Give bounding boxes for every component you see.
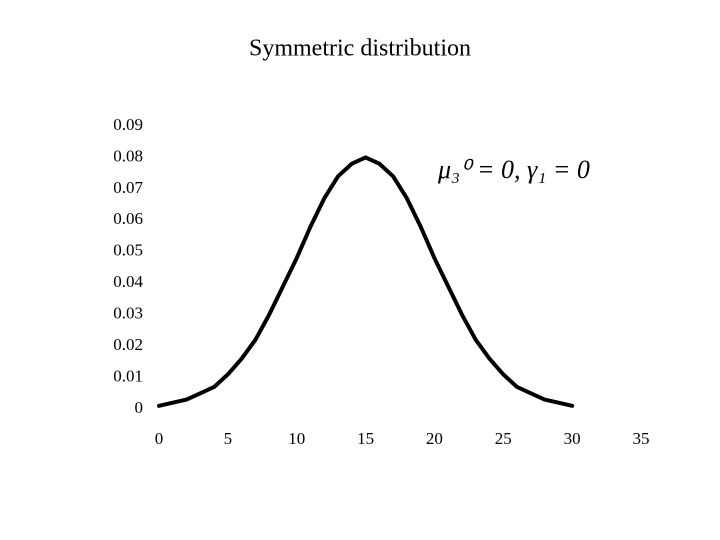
x-tick-label: 15 [357,429,374,448]
y-tick-label: 0.07 [113,178,143,197]
y-tick-label: 0.08 [113,146,143,165]
y-tick-label: 0.06 [113,209,143,228]
x-tick-label: 5 [224,429,233,448]
line [157,155,575,408]
x-tick-label: 35 [633,429,650,448]
y-tick-label: 0.03 [113,304,143,323]
annotation: μ₃⁰ = 0, γ₁ = 0 [437,155,590,184]
x-tick-label: 30 [564,429,581,448]
x-tick-label: 20 [426,429,443,448]
y-tick-label: 0.09 [113,115,143,134]
y-tick-label: 0.04 [113,272,143,291]
x-tick-label: 0 [155,429,164,448]
y-tick-label: 0.05 [113,241,143,260]
x-tick-label: 25 [495,429,512,448]
x-tick-label: 10 [288,429,305,448]
chart-title: Symmetric distribution [249,36,471,62]
y-tick-label: 0 [135,398,144,417]
y-tick-label: 0.01 [113,366,143,385]
y-tick-label: 0.02 [113,335,143,354]
